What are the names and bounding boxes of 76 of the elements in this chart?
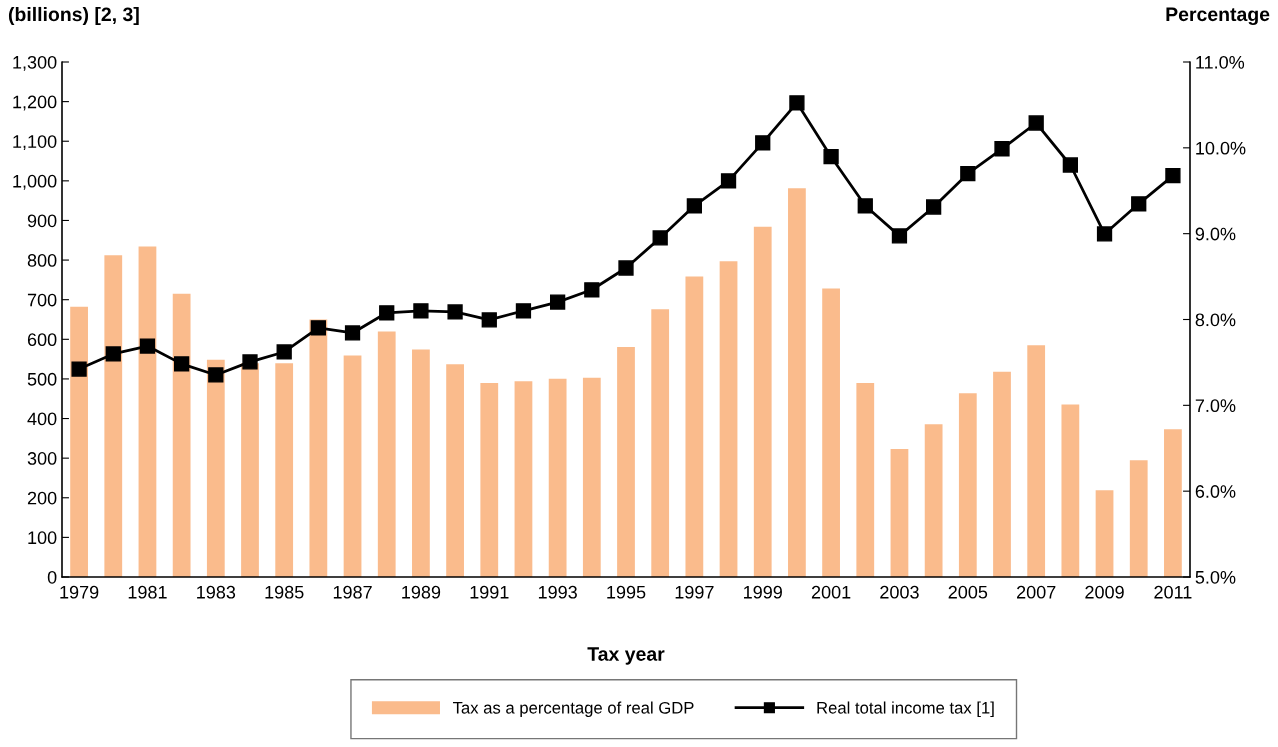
legend-label: Real total income tax [1] bbox=[817, 701, 994, 717]
x-tick-label: 2007 bbox=[1017, 585, 1056, 599]
point bbox=[925, 199, 942, 215]
point bbox=[823, 149, 839, 165]
y2-axis-title: Percentage bbox=[1166, 7, 1270, 26]
y-tick-label: 1,100 bbox=[13, 135, 57, 151]
x-tick-label: 1995 bbox=[607, 585, 646, 599]
x-tick-label: 1999 bbox=[744, 585, 782, 599]
point bbox=[789, 95, 805, 111]
y-tick-label: 600 bbox=[27, 333, 57, 347]
x-tick-label: 2005 bbox=[948, 585, 988, 599]
y2-tick-label: 9.0% bbox=[1195, 227, 1236, 241]
y-tick-label: 200 bbox=[27, 491, 57, 505]
y-tick-label: 0 bbox=[47, 570, 57, 584]
x-axis-title: Tax year bbox=[587, 647, 665, 665]
point bbox=[344, 325, 361, 341]
point bbox=[891, 228, 908, 244]
point bbox=[105, 346, 121, 362]
y-tick-label: 800 bbox=[27, 254, 57, 267]
y-tick-label: 100 bbox=[28, 531, 57, 545]
x-tick-label: 2011 bbox=[1154, 585, 1192, 599]
y2-tick-label: 6.0% bbox=[1195, 485, 1236, 498]
y-tick-label: 1,000 bbox=[13, 174, 57, 190]
point bbox=[413, 303, 429, 319]
x-tick-label: 1983 bbox=[197, 585, 236, 599]
y-axis-title: (billions) [2, 3] bbox=[8, 6, 139, 26]
y-tick-label: 400 bbox=[27, 412, 57, 426]
x-tick-label: 1991 bbox=[470, 585, 509, 599]
point bbox=[618, 260, 634, 276]
y-tick-label: 500 bbox=[27, 372, 57, 386]
point bbox=[686, 198, 703, 214]
x-tick-label: 1979 bbox=[60, 585, 99, 599]
point bbox=[584, 282, 600, 298]
x-tick-label: 1981 bbox=[128, 585, 167, 599]
y2-tick-label: 10.0% bbox=[1196, 141, 1246, 155]
y-tick-label: 1,300 bbox=[13, 55, 57, 71]
point bbox=[173, 356, 190, 372]
point bbox=[960, 166, 976, 182]
point bbox=[549, 294, 566, 310]
y2-tick-label: 7.0% bbox=[1195, 399, 1236, 413]
x-tick-label: 1997 bbox=[675, 585, 714, 599]
x-tick-label: 2001 bbox=[811, 585, 851, 599]
point bbox=[857, 198, 873, 214]
x-tick-label: 2009 bbox=[1085, 585, 1124, 599]
point bbox=[379, 305, 395, 321]
x-tick-label: 1993 bbox=[538, 585, 577, 599]
y-tick-label: 900 bbox=[27, 214, 57, 228]
point bbox=[447, 304, 463, 320]
point bbox=[720, 173, 737, 189]
y2-tick-label: 5.0% bbox=[1195, 570, 1236, 584]
y2-tick-label: 11.0% bbox=[1196, 55, 1245, 69]
point bbox=[652, 230, 668, 246]
x-tick-label: 1985 bbox=[265, 585, 304, 599]
y-tick-label: 1,200 bbox=[13, 95, 57, 111]
point bbox=[1062, 157, 1079, 173]
point bbox=[1131, 196, 1147, 212]
point bbox=[755, 135, 771, 151]
point bbox=[1028, 115, 1044, 131]
point bbox=[208, 367, 224, 383]
point bbox=[1165, 168, 1181, 184]
point bbox=[481, 312, 497, 328]
legend-label: Tax as a percentage of real GDP bbox=[452, 701, 694, 717]
x-tick-label: 2003 bbox=[880, 585, 919, 599]
y-tick-label: 700 bbox=[27, 293, 57, 307]
y-tick-label: 300 bbox=[27, 452, 57, 465]
y2-tick-label: 8.0% bbox=[1195, 313, 1236, 327]
point bbox=[310, 320, 327, 336]
point bbox=[242, 354, 258, 370]
point bbox=[276, 344, 292, 360]
point bbox=[994, 141, 1010, 157]
point bbox=[1096, 226, 1113, 242]
point bbox=[515, 303, 532, 319]
point bbox=[139, 338, 156, 354]
point bbox=[71, 361, 87, 377]
x-tick-label: 1989 bbox=[402, 585, 441, 599]
x-tick-label: 1987 bbox=[333, 585, 372, 599]
